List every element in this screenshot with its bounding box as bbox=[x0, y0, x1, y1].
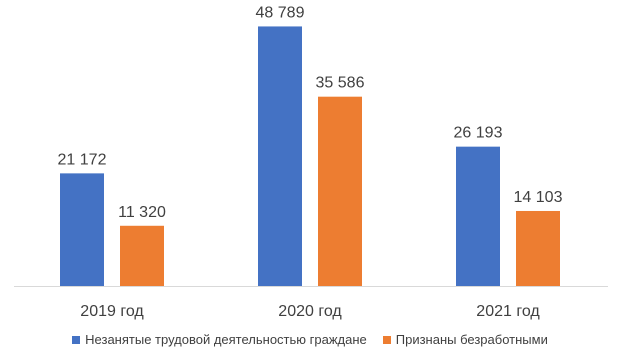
legend-item-series-1: Незанятые трудовой деятельностью граждан… bbox=[72, 332, 367, 347]
chart-legend: Незанятые трудовой деятельностью граждан… bbox=[0, 332, 620, 347]
bar-series-1-cat-3 bbox=[456, 146, 500, 286]
legend-swatch-series-1 bbox=[72, 335, 81, 344]
x-tick-label-3: 2021 год bbox=[476, 303, 540, 320]
bar-series-2-cat-3 bbox=[516, 210, 560, 286]
legend-item-series-2: Признаны безработными bbox=[382, 332, 548, 347]
bar-series-1-cat-2 bbox=[258, 26, 302, 287]
bar-series-2-cat-2 bbox=[318, 96, 362, 286]
data-label-series-2-cat-3: 14 103 bbox=[514, 189, 563, 206]
legend-label-series-1: Незанятые трудовой деятельностью граждан… bbox=[85, 332, 367, 347]
bar-series-2-cat-1 bbox=[120, 225, 164, 286]
bar-series-1-cat-1 bbox=[60, 173, 104, 286]
legend-swatch-series-2 bbox=[382, 335, 391, 344]
legend-label-series-2: Признаны безработными bbox=[395, 332, 548, 347]
data-label-series-2-cat-1: 11 320 bbox=[118, 204, 166, 221]
data-label-series-1-cat-3: 26 193 bbox=[454, 125, 503, 142]
data-label-series-2-cat-2: 35 586 bbox=[316, 75, 365, 92]
data-label-series-1-cat-1: 21 172 bbox=[58, 151, 107, 168]
x-tick-label-2: 2020 год bbox=[278, 303, 342, 320]
x-tick-label-1: 2019 год bbox=[80, 303, 144, 320]
data-label-series-1-cat-2: 48 789 bbox=[256, 4, 305, 21]
